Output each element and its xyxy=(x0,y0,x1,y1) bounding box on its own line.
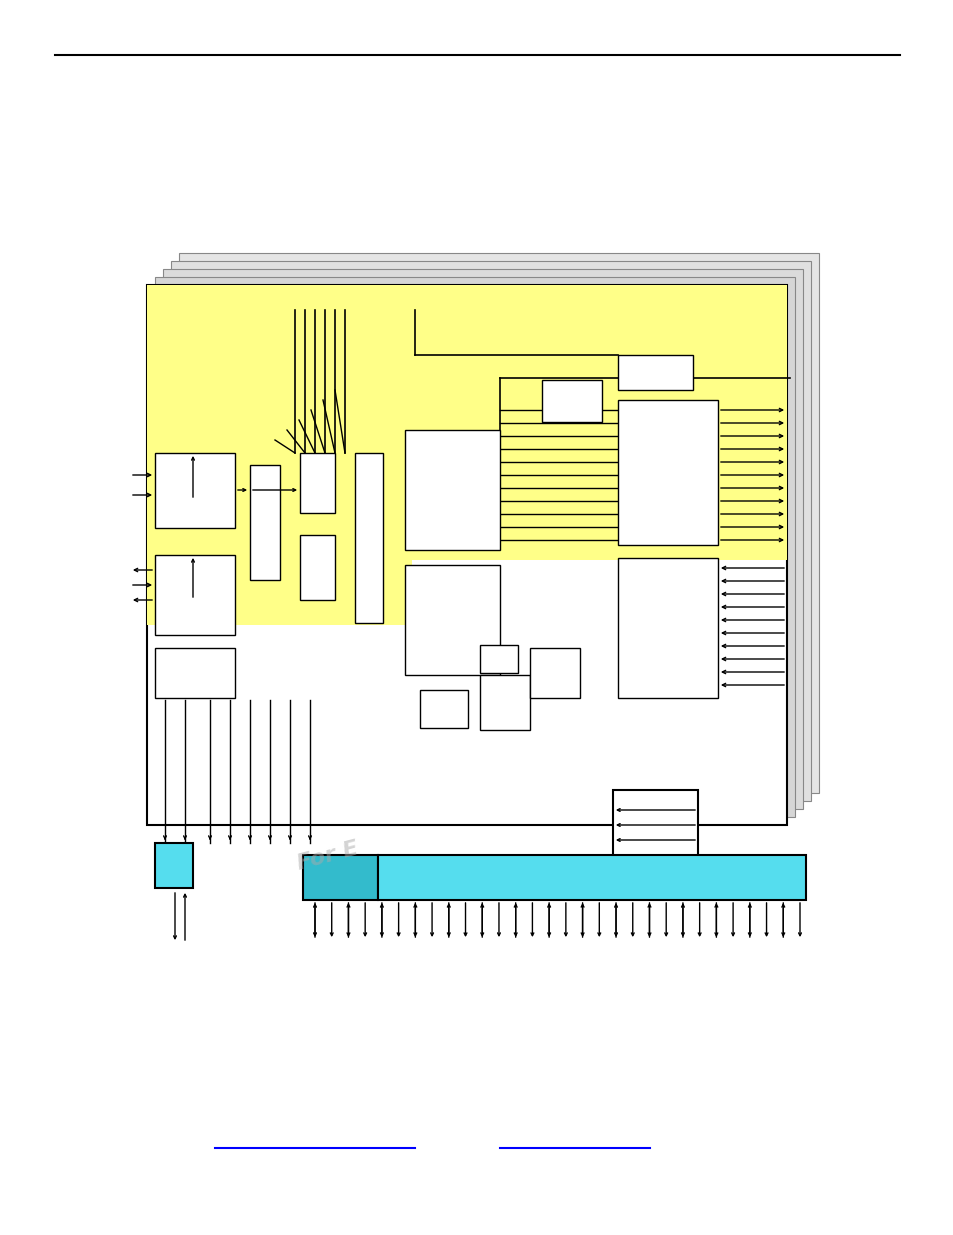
Bar xyxy=(405,430,499,550)
Bar xyxy=(147,285,786,825)
Bar xyxy=(250,466,280,580)
Bar xyxy=(147,285,786,559)
Bar xyxy=(171,261,810,802)
Bar xyxy=(154,453,234,529)
Bar xyxy=(618,354,692,390)
Bar xyxy=(154,648,234,698)
Bar xyxy=(541,380,601,422)
Bar xyxy=(613,790,698,869)
Text: For E: For E xyxy=(294,839,360,874)
Bar xyxy=(154,844,193,888)
Bar xyxy=(163,269,802,809)
Bar xyxy=(179,253,818,793)
Bar xyxy=(303,855,377,900)
Bar xyxy=(419,690,468,727)
Bar xyxy=(154,555,234,635)
Bar xyxy=(618,400,718,545)
Bar xyxy=(377,855,805,900)
Bar xyxy=(147,285,412,625)
Bar xyxy=(479,676,530,730)
Bar xyxy=(405,564,499,676)
Bar xyxy=(154,277,794,818)
Bar xyxy=(299,535,335,600)
Bar xyxy=(147,285,786,545)
Bar xyxy=(479,645,517,673)
Bar xyxy=(530,648,579,698)
Bar xyxy=(299,453,335,513)
Bar xyxy=(355,453,382,622)
Bar xyxy=(618,558,718,698)
